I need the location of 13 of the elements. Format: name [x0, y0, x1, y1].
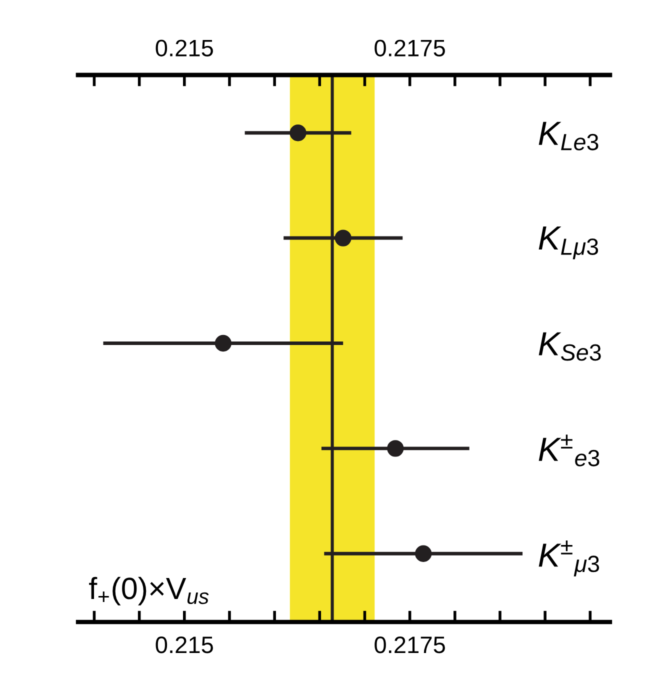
y-tick-label: K$_{Lμ3}$: [538, 226, 598, 260]
y-tick-label: K$^{±}$$_{μ3}$: [538, 540, 600, 576]
annotation: f$_{+}$(0)×V$_{us}$: [89, 576, 209, 606]
x2-tick-label: 0.2175: [374, 636, 445, 654]
point: [415, 545, 432, 562]
x2-tick-label: 0.215: [156, 636, 213, 654]
point: [387, 440, 404, 457]
y-tick-label: K$_{Se3}$: [538, 332, 601, 361]
point: [214, 334, 232, 352]
point: [290, 124, 306, 142]
y-tick-label: K$_{Le3}$: [538, 122, 598, 150]
point: [334, 230, 352, 246]
y-tick-label: K$^{±}$$_{e3}$: [538, 434, 600, 466]
